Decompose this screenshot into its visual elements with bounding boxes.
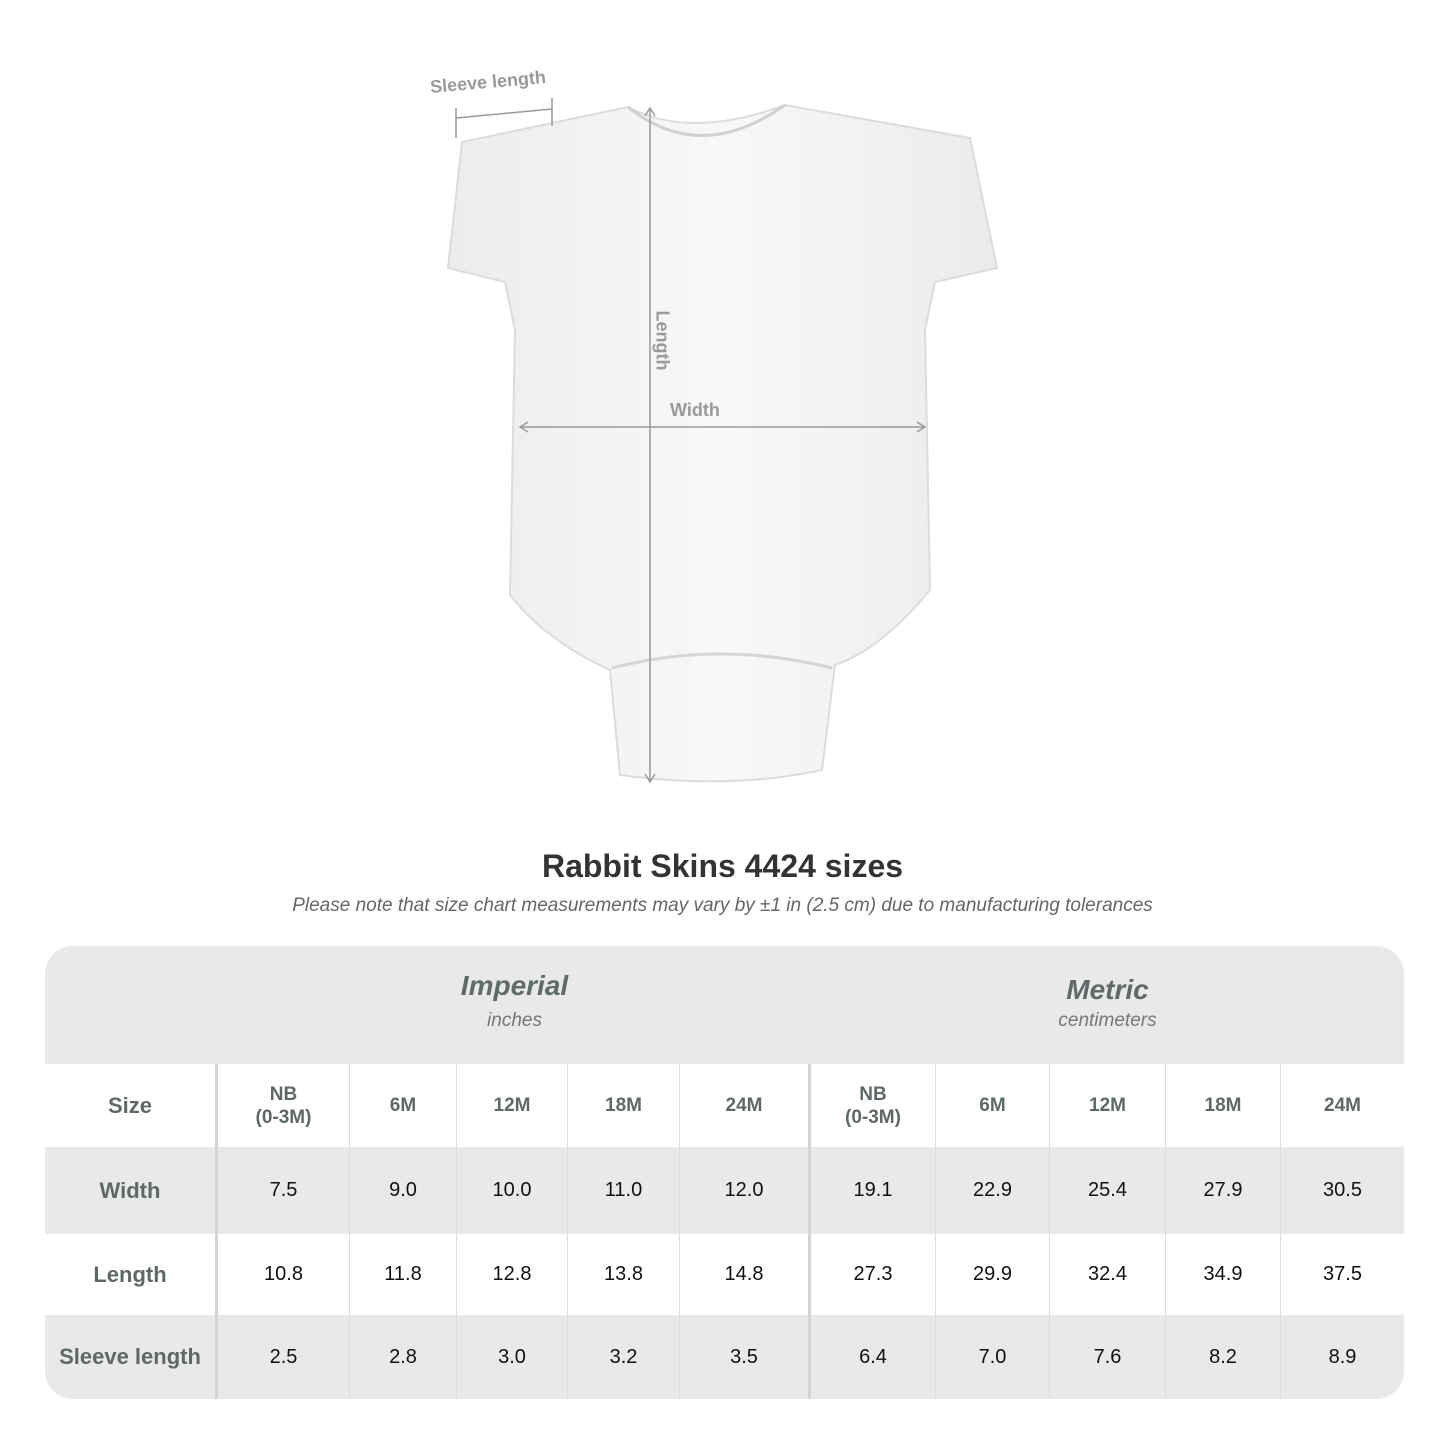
imperial-unit: inches [487,1010,542,1031]
table-row: Width 7.5 9.0 10.0 11.0 12.0 19.1 22.9 25.4 27.9 3… [45,1147,1404,1234]
imperial-header: Imperial inches [218,946,811,1064]
value-cell: 8.9 [1328,1345,1357,1368]
value-cell: 30.5 [1323,1179,1362,1201]
table-row: Length 10.8 11.8 12.8 13.8 14.8 27.3 29.9 32.4 34… [45,1234,1404,1315]
page-title: Rabbit Skins 4424 sizes [541,848,904,884]
value-cell: 7.6 [1050,1315,1166,1399]
metric-unit: centimeters [1058,1010,1157,1031]
value-cell: 3.2 [568,1315,680,1399]
width-label: Width [670,400,720,420]
metric-header: Metric centimeters [811,946,1404,1064]
value-cell: 14.8 [680,1234,811,1315]
value-cell: 19.1 [811,1147,936,1234]
value-cell: 11.0 [568,1147,680,1234]
value-cell: 6.4 [811,1315,936,1399]
row-label: Size [45,1064,218,1147]
value-cell: 2.8 [350,1315,457,1399]
value-cell: 29.9 [936,1234,1050,1315]
tolerance-note: Please note that size chart measurements… [292,895,1153,916]
size-header-cell: 24M [680,1064,811,1147]
value-cell: 3.0 [457,1315,568,1399]
value-cell: 10.8 [218,1234,350,1315]
value-cell: 27.9 [1166,1147,1281,1234]
value-cell: 7.5 [218,1147,350,1234]
row-label: Width [45,1147,218,1234]
value-cell: 12.8 [457,1234,568,1315]
value-cell: 25.4 [1050,1147,1166,1234]
value-cell: 37.5 [1323,1263,1362,1285]
imperial-title: Imperial [460,970,569,1001]
table-row: Sleeve length 2.5 2.8 3.0 3.2 3.5 6.4 7.0 7.6 8.2… [45,1315,1404,1399]
value-cell: 27.3 [811,1234,936,1315]
value-cell: 10.0 [457,1147,568,1234]
size-table: Imperial inches Metric centimeters Size N… [45,946,1404,1399]
size-header-cell: 12M [1050,1064,1166,1147]
metric-title: Metric [1066,974,1149,1005]
value-cell: 2.5 [218,1315,350,1399]
onesie-body [446,103,999,783]
size-header-cell: 24M [1324,1095,1361,1116]
size-header-cell: 18M [1166,1064,1281,1147]
onesie-image [446,98,999,784]
value-cell: 22.9 [936,1147,1050,1234]
measure-lines [455,98,927,784]
row-label: Length [45,1234,218,1315]
value-cell: 7.0 [936,1315,1050,1399]
size-header-cell: 12M [457,1064,568,1147]
size-header-cell: 6M [350,1064,457,1147]
value-cell: 32.4 [1050,1234,1166,1315]
size-header-cell: NB (0-3M) [811,1064,936,1147]
value-cell: 11.8 [350,1234,457,1315]
value-cell: 3.5 [680,1315,811,1399]
value-cell: 12.0 [680,1147,811,1234]
size-header-cell: 18M [568,1064,680,1147]
value-cell: 34.9 [1166,1234,1281,1315]
size-header-cell: NB (0-3M) [218,1064,350,1147]
size-header-row: Size NB (0-3M) 6M 12M 18M 24M NB (0-3M) 6M 12M 18… [45,1064,1404,1147]
value-cell: 13.8 [568,1234,680,1315]
length-label: Length [652,310,673,371]
value-cell: 8.2 [1166,1315,1281,1399]
size-header-cell: 6M [936,1064,1050,1147]
value-cell: 9.0 [350,1147,457,1234]
row-label: Sleeve length [45,1315,218,1399]
